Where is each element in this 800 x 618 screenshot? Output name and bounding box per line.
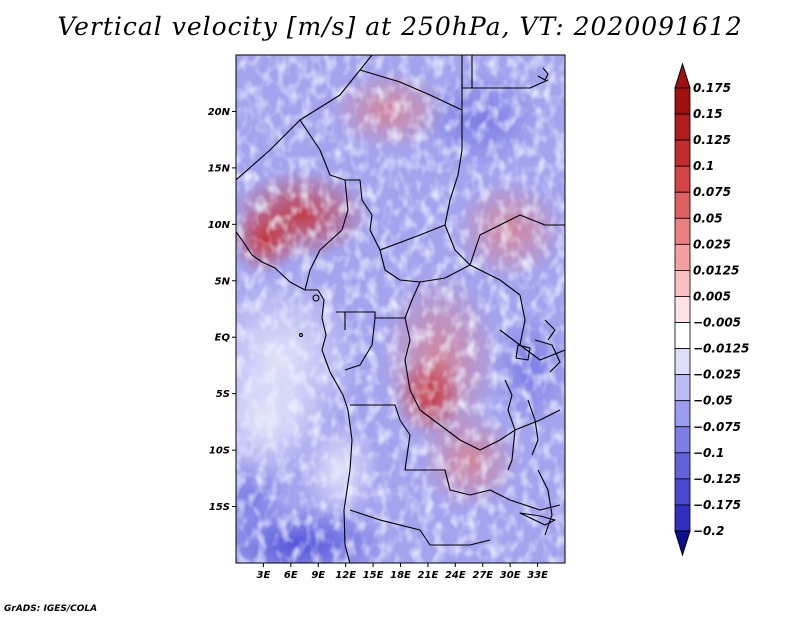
colorbar-segment — [674, 322, 691, 349]
lat-tick-label: 20N — [208, 107, 231, 118]
colorbar-label: 0.175 — [693, 81, 731, 95]
colorbar-segment — [674, 478, 691, 506]
colorbar-segment — [674, 217, 691, 245]
colorbar-label: 0.125 — [693, 133, 731, 147]
lon-tick-label: 27E — [472, 570, 493, 581]
colorbar-label: −0.0125 — [693, 342, 749, 356]
colorbar-label: −0.075 — [693, 420, 741, 434]
colorbar-label: −0.125 — [693, 472, 741, 486]
colorbar-segment — [674, 87, 691, 115]
lon-tick-label: 30E — [500, 570, 521, 581]
colorbar-label: 0.0125 — [693, 263, 739, 277]
colorbar-label: 0.1 — [693, 159, 714, 173]
colorbar-label: 0.005 — [693, 289, 731, 303]
lon-tick-label: 9E — [311, 570, 325, 581]
longitude-axis: 3E 6E 9E 12E 15E 18E 21E 24E 27E 30E 33E — [257, 563, 548, 581]
lat-tick-label: EQ — [215, 333, 231, 344]
colorbar-segment — [674, 504, 691, 532]
velocity-field — [236, 55, 565, 563]
colorbar-label: 0.075 — [693, 185, 731, 199]
lon-tick-label: 6E — [284, 570, 298, 581]
lat-tick-label: 10N — [208, 220, 231, 231]
colorbar-bottom-arrow — [674, 530, 691, 557]
colorbar-segment — [674, 452, 691, 480]
colorbar-segment — [674, 374, 691, 402]
colorbar-segment — [674, 270, 691, 297]
coastline-and-borders — [236, 55, 565, 563]
lat-tick-label: 5N — [215, 276, 231, 287]
colorbar-label: −0.1 — [693, 446, 724, 460]
map-title: Vertical velocity [m/s] at 250hPa, VT: 2… — [57, 12, 743, 41]
colorbar-segment — [674, 191, 691, 219]
lon-tick-label: 33E — [527, 570, 548, 581]
lon-tick-label: 3E — [257, 570, 271, 581]
lon-tick-label: 18E — [390, 570, 411, 581]
colorbar-segment — [674, 348, 691, 376]
latitude-axis: 20N 15N 10N 5N EQ 5S 10S 15S — [208, 107, 236, 513]
colorbar-label: 0.15 — [693, 107, 723, 121]
colorbar-label: −0.05 — [693, 394, 733, 408]
grads-credit: GrADS: IGES/COLA — [4, 604, 98, 614]
colorbar-segment — [674, 165, 691, 193]
lat-tick-label: 15S — [209, 502, 230, 513]
lat-tick-label: 10S — [209, 446, 230, 457]
colorbar-top-arrow — [674, 62, 691, 89]
colorbar-label: 0.05 — [693, 211, 723, 225]
lon-tick-label: 21E — [418, 570, 439, 581]
colorbar-segment — [674, 113, 691, 141]
colorbar: 0.175 0.15 0.125 0.1 0.075 0.05 0.025 0.0125 0.0… — [674, 62, 749, 557]
colorbar-segment — [674, 139, 691, 167]
lon-tick-label: 12E — [335, 570, 356, 581]
lon-tick-label: 24E — [445, 570, 466, 581]
lat-tick-label: 5S — [216, 389, 230, 400]
lon-tick-label: 15E — [363, 570, 384, 581]
colorbar-label: −0.2 — [693, 524, 724, 538]
colorbar-segment — [674, 426, 691, 454]
lat-tick-label: 15N — [208, 163, 231, 174]
colorbar-segment — [674, 243, 691, 271]
colorbar-segment — [674, 296, 691, 323]
colorbar-segment — [674, 400, 691, 428]
colorbar-label: −0.175 — [693, 498, 741, 512]
colorbar-label: −0.005 — [693, 316, 741, 330]
colorbar-label: −0.025 — [693, 368, 741, 382]
colorbar-label: 0.025 — [693, 237, 731, 251]
